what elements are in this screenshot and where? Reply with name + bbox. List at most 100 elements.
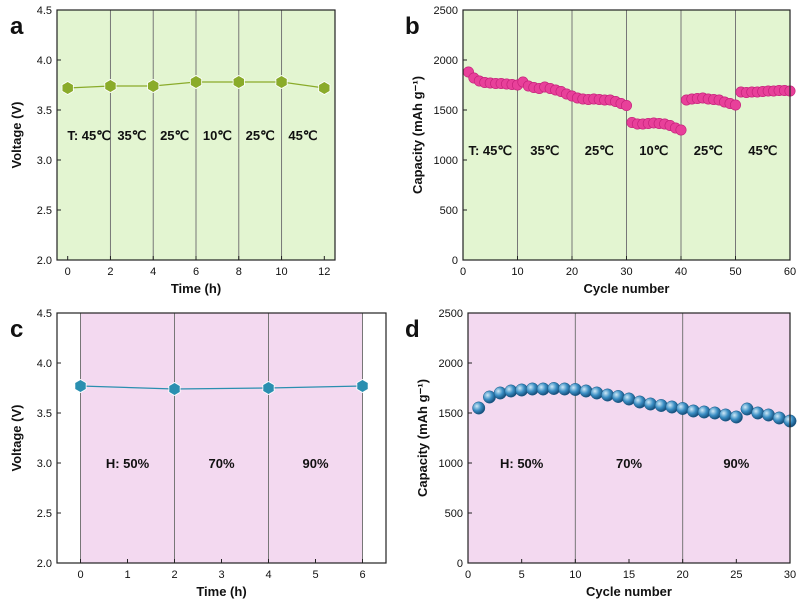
- x-tick-label: 10: [511, 266, 523, 278]
- panel-d: H: 50% 70% 90% 0 5 10 15 20 25 30 0 500 1000 1500 2000…: [405, 308, 797, 599]
- y-axis-title: Voltage (V): [9, 102, 24, 169]
- data-point: [697, 405, 711, 419]
- x-tick-label: 6: [359, 569, 365, 581]
- x-tick-label: 20: [566, 266, 578, 278]
- data-point: [493, 386, 507, 400]
- x-tick-label: 0: [465, 569, 471, 581]
- data-point: [168, 382, 181, 396]
- data-point: [515, 383, 529, 397]
- x-axis-title: Cycle number: [586, 584, 672, 599]
- region-label: 70%: [208, 456, 234, 471]
- x-tick-label: 4: [265, 569, 271, 581]
- y-tick-label: 2.0: [37, 558, 52, 570]
- data-point: [275, 75, 288, 89]
- region-label: 10℃: [203, 128, 232, 143]
- x-tick-label: 2: [107, 266, 113, 278]
- x-tick-label: 4: [150, 266, 156, 278]
- region-label: 35℃: [117, 128, 146, 143]
- data-point: [61, 81, 74, 95]
- y-tick-label: 0: [452, 255, 458, 267]
- y-tick-label: 2500: [434, 5, 458, 17]
- y-tick-label: 2000: [434, 55, 458, 67]
- panel-letter: d: [405, 316, 420, 343]
- y-tick-label: 0: [457, 558, 463, 570]
- region-label: H: 50%: [500, 456, 544, 471]
- y-tick-label: 500: [440, 205, 458, 217]
- region-label: 25℃: [160, 128, 189, 143]
- data-point: [611, 390, 625, 403]
- y-tick-label: 1000: [439, 458, 463, 470]
- region-label: 25℃: [246, 128, 275, 143]
- y-tick-label: 500: [445, 508, 463, 520]
- region-label: T: 45℃: [67, 128, 111, 143]
- data-point: [504, 384, 518, 398]
- data-point: [729, 410, 743, 424]
- panel-letter: c: [10, 316, 23, 343]
- plot-margin-right: [362, 313, 386, 563]
- region-label: 45℃: [288, 128, 317, 143]
- y-tick-label: 3.0: [37, 155, 52, 167]
- y-axis-title: Voltage (V): [9, 405, 24, 472]
- data-point: [104, 79, 117, 93]
- data-point: [472, 401, 486, 415]
- plot-background: [57, 313, 386, 563]
- data-point: [719, 408, 733, 422]
- x-tick-label: 5: [519, 569, 525, 581]
- region-label: 35℃: [530, 143, 559, 158]
- data-point: [708, 406, 722, 420]
- y-tick-label: 3.5: [37, 105, 52, 117]
- region-label: 90%: [723, 456, 749, 471]
- data-point: [356, 379, 369, 393]
- data-point: [676, 402, 690, 415]
- data-point: [729, 99, 741, 111]
- region-label: 25℃: [585, 143, 614, 158]
- region-label: T: 45℃: [468, 143, 512, 158]
- x-tick-label: 25: [730, 569, 742, 581]
- data-point: [665, 400, 679, 414]
- panel-c: H: 50% 70% 90% 0 1 2 3 4 5 6 2.0 2.5 3.0 3.5 4.0 4.5 Tim…: [9, 308, 387, 599]
- x-axis-title: Time (h): [196, 584, 246, 599]
- data-point: [568, 383, 582, 396]
- data-point: [762, 408, 775, 422]
- x-tick-label: 2: [171, 569, 177, 581]
- x-tick-label: 0: [77, 569, 83, 581]
- data-point: [633, 395, 647, 409]
- data-point: [654, 399, 668, 412]
- data-point: [579, 384, 593, 398]
- x-tick-label: 0: [460, 266, 466, 278]
- plot-background: [468, 313, 790, 563]
- data-point: [601, 388, 614, 402]
- x-tick-label: 5: [312, 569, 318, 581]
- y-tick-label: 4.0: [37, 55, 52, 67]
- data-point: [622, 392, 636, 406]
- series-line: [80, 385, 363, 390]
- x-tick-label: 15: [623, 569, 635, 581]
- data-point: [262, 381, 275, 395]
- region-label: 45℃: [748, 143, 777, 158]
- y-tick-label: 3.5: [37, 408, 52, 420]
- x-tick-label: 30: [620, 266, 632, 278]
- x-tick-label: 40: [675, 266, 687, 278]
- data-point: [751, 406, 765, 420]
- x-tick-label: 0: [65, 266, 71, 278]
- x-tick-label: 10: [569, 569, 581, 581]
- data-point: [675, 124, 687, 136]
- x-tick-label: 6: [193, 266, 199, 278]
- y-axis-title: Capacity (mAh g⁻¹): [415, 379, 430, 497]
- y-tick-label: 3.0: [37, 458, 52, 470]
- y-axis-title: Capacity (mAh g⁻¹): [410, 76, 425, 194]
- x-axis-title: Cycle number: [584, 281, 670, 296]
- data-point: [772, 411, 786, 425]
- y-tick-label: 2.0: [37, 255, 52, 267]
- panel-a: T: 45℃ 35℃ 25℃ 10℃ 25℃ 45℃ 0 2 4 6 8 10 12 2.0 2.5 3.0 3…: [9, 5, 336, 296]
- x-tick-label: 20: [677, 569, 689, 581]
- x-tick-label: 10: [275, 266, 287, 278]
- plot-margin-left: [57, 313, 81, 563]
- region-label: 25℃: [694, 143, 723, 158]
- y-tick-label: 4.5: [37, 308, 52, 320]
- x-axis-title: Time (h): [171, 281, 221, 296]
- y-tick-label: 4.5: [37, 5, 52, 17]
- y-tick-label: 2500: [439, 308, 463, 320]
- y-tick-label: 1500: [439, 408, 463, 420]
- y-tick-label: 2000: [439, 358, 463, 370]
